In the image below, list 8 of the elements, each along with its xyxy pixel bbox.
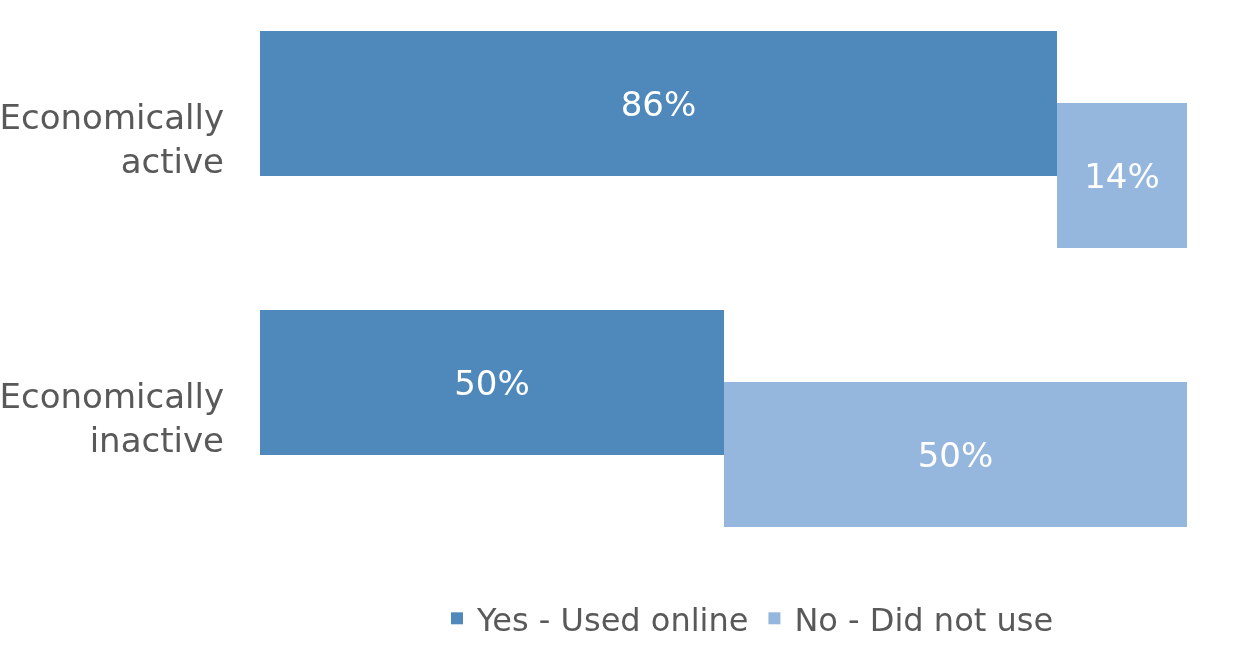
- data-label: 86%: [620, 83, 697, 124]
- y-tick-label: Economically inactive: [0, 376, 224, 461]
- data-label: 50%: [917, 434, 994, 475]
- data-label: 14%: [1084, 155, 1160, 196]
- y-tick-label: Economically active: [0, 97, 224, 182]
- legend-label: No - Did not use: [794, 600, 1054, 639]
- legend-label: Yes - Used online: [476, 600, 749, 639]
- data-label: 50%: [454, 362, 530, 403]
